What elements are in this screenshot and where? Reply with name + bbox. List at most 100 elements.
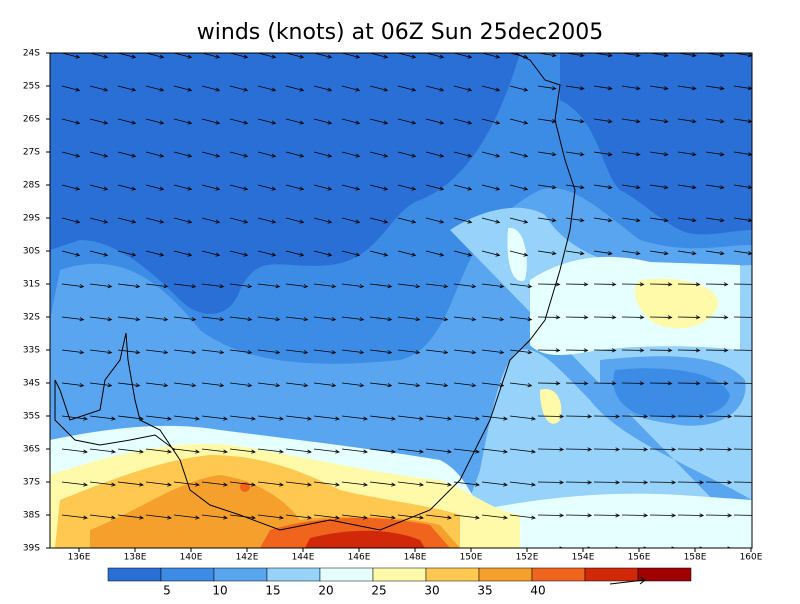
- wind-arrow: [537, 282, 561, 287]
- wind-arrow: [313, 316, 337, 322]
- wind-arrow: [649, 414, 677, 419]
- wind-arrow: [425, 250, 445, 257]
- wind-arrow: [229, 415, 256, 421]
- wind-arrow: [566, 546, 592, 548]
- wind-arrow: [61, 85, 81, 92]
- wind-arrow: [733, 448, 752, 450]
- wind-arrow: [89, 118, 109, 125]
- wind-arrow: [453, 217, 473, 224]
- wind-arrow: [117, 481, 144, 487]
- wind-arrow: [537, 381, 561, 386]
- lat-label: 31S: [23, 280, 40, 290]
- colorbar-box: [213, 567, 268, 582]
- wind-arrow: [733, 381, 752, 386]
- lon-label: 138E: [124, 553, 147, 563]
- wind-arrow: [509, 448, 536, 454]
- wind-arrow: [313, 53, 333, 59]
- wind-arrow: [565, 315, 589, 320]
- wind-arrow: [593, 250, 613, 256]
- wind-arrow: [453, 514, 480, 520]
- wind-arrow: [61, 53, 81, 59]
- wind-arrow: [313, 184, 333, 191]
- wind-arrow: [369, 151, 389, 158]
- wind-arrow: [90, 547, 94, 548]
- lat-label: 26S: [23, 115, 40, 125]
- wind-arrow: [509, 514, 536, 520]
- wind-arrow: [453, 151, 473, 158]
- colorbar-box: [637, 567, 692, 582]
- wind-arrow: [397, 316, 421, 322]
- wind-arrow: [201, 53, 221, 59]
- wind-arrow: [509, 382, 533, 388]
- wind-arrow: [369, 184, 389, 191]
- wind-arrow: [453, 382, 477, 388]
- wind-arrow: [229, 151, 249, 158]
- wind-arrow: [61, 415, 88, 421]
- wind-vectors: [61, 53, 752, 548]
- wind-arrow: [257, 514, 284, 520]
- wind-arrow: [314, 547, 318, 548]
- wind-arrow: [397, 217, 417, 224]
- wind-arrow: [117, 118, 137, 125]
- wind-arrow: [313, 118, 333, 125]
- wind-arrow: [425, 382, 449, 388]
- wind-arrow: [453, 316, 477, 322]
- lat-label: 36S: [23, 445, 40, 455]
- wind-arrow: [61, 217, 81, 224]
- wind-arrow: [341, 415, 368, 421]
- wind-arrow: [313, 85, 333, 92]
- wind-arrow: [593, 184, 613, 190]
- wind-arrow: [649, 315, 673, 320]
- wind-arrow: [285, 85, 305, 92]
- wind-arrow: [425, 514, 452, 520]
- wind-arrow: [369, 481, 396, 487]
- wind-arrow: [61, 118, 81, 125]
- wind-arrow: [677, 118, 697, 124]
- colorbar-box: [372, 567, 427, 582]
- wind-arrow: [593, 217, 613, 223]
- wind-arrow: [733, 415, 752, 417]
- wind-arrow: [481, 217, 501, 224]
- colorbar-box: [584, 567, 639, 582]
- wind-arrow: [733, 315, 752, 320]
- wind-arrow: [453, 415, 480, 421]
- wind-arrow: [257, 217, 277, 224]
- wind-arrow: [733, 118, 752, 124]
- wind-arrow: [313, 514, 340, 520]
- wind-arrow: [285, 481, 312, 487]
- lat-label: 30S: [23, 247, 40, 257]
- wind-arrow: [117, 448, 144, 454]
- wind-arrow: [89, 85, 109, 92]
- wind-arrow: [173, 151, 193, 158]
- reference-vector: [609, 576, 646, 585]
- colorbar-label: 30: [424, 584, 439, 598]
- wind-arrow: [649, 447, 677, 452]
- wind-arrow: [649, 480, 677, 485]
- wind-arrow: [538, 546, 564, 548]
- colorbar-label: 20: [318, 584, 333, 598]
- wind-arrow: [397, 514, 424, 520]
- wind-arrow: [621, 315, 645, 320]
- colorbar-label: 40: [530, 584, 545, 598]
- wind-arrow: [117, 184, 137, 191]
- wind-arrow: [397, 481, 424, 487]
- wind-arrow: [173, 349, 197, 355]
- wind-arrow: [425, 85, 445, 92]
- wind-arrow: [677, 250, 697, 256]
- wind-arrow: [229, 184, 249, 191]
- wind-arrow: [341, 118, 361, 125]
- wind-arrow: [201, 349, 225, 355]
- wind-arrow: [425, 349, 449, 355]
- wind-arrow: [369, 217, 389, 224]
- lon-label: 136E: [68, 553, 91, 563]
- wind-arrow: [733, 514, 752, 516]
- wind-arrow: [621, 282, 645, 287]
- wind-arrow: [369, 283, 393, 289]
- wind-arrow: [370, 547, 374, 548]
- wind-arrow: [621, 447, 649, 452]
- wind-arrow: [369, 85, 389, 92]
- lat-label: 37S: [23, 478, 40, 488]
- wind-arrow: [705, 85, 725, 91]
- wind-arrow: [425, 415, 452, 421]
- wind-arrow: [481, 415, 508, 421]
